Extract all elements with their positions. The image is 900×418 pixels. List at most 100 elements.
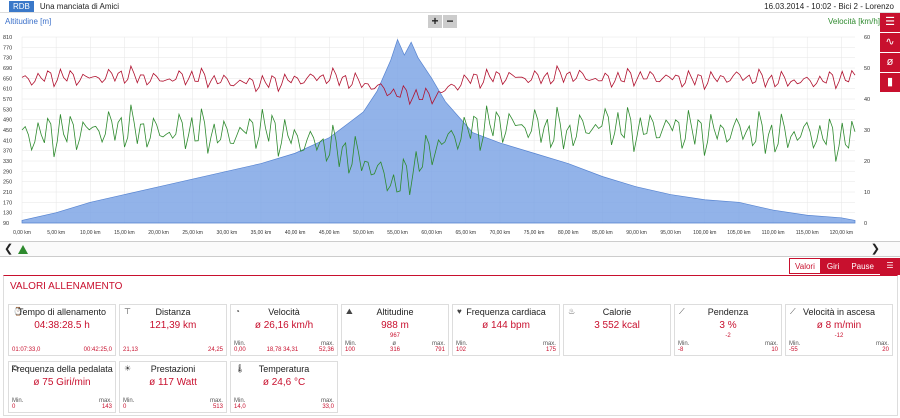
scroll-left-icon[interactable]: ❮ <box>4 243 14 255</box>
card-max-label: max. <box>875 341 889 347</box>
x-tick-label: 60,00 km <box>421 230 442 236</box>
y-left-tick-label: 690 <box>3 66 12 72</box>
x-tick-label: 5,00 km <box>47 230 65 236</box>
training-values-panel: VALORI ALLENAMENTO ⌚ Tempo di allenamento… <box>3 275 898 416</box>
y-right-tick-label: 20 <box>864 159 870 165</box>
no-symbol-icon[interactable]: ø <box>880 53 900 73</box>
calories-icon: ♨ <box>568 307 576 316</box>
card-value: ø 144 bpm <box>482 320 530 331</box>
scroll-right-icon[interactable]: ❯ <box>870 243 880 255</box>
y-left-tick-label: 290 <box>3 169 12 175</box>
card-sub-value: -12 <box>834 333 844 339</box>
y-left-tick-label: 410 <box>3 138 12 144</box>
y-left-tick-label: 170 <box>3 200 12 206</box>
x-tick-label: 75,00 km <box>524 230 545 236</box>
card-title: Altitudine <box>376 307 414 317</box>
tab-giri[interactable]: Giri <box>820 258 846 274</box>
card-max-value: 791 <box>434 347 445 353</box>
card-min-label: Min. <box>123 398 135 404</box>
card-max-value: 20 <box>882 347 889 353</box>
x-tick-label: 35,00 km <box>251 230 272 236</box>
heart-rate-line <box>21 64 856 106</box>
chart-side-toolbar: ☰ ∿ ø ▮ <box>880 13 900 93</box>
y-right-tick-label: 60 <box>864 35 870 41</box>
card-value: ø 8 m/min <box>816 320 862 331</box>
chart-range-scroller[interactable]: ❮ ❯ <box>0 241 900 257</box>
card-title: Frequenza della pedalata <box>11 364 113 374</box>
list-icon[interactable]: ☰ <box>880 13 900 33</box>
y-left-tick-label: 370 <box>3 149 12 155</box>
card-distance: ⊤ Distanza 121,39 km 21,13 24,25 <box>119 304 227 356</box>
workout-chart[interactable]: Altitudine [m] Velocità [km/h] + − 810 77… <box>0 13 880 241</box>
card-min-value: 0 <box>12 404 16 410</box>
x-tick-label: 0,00 km <box>13 230 31 236</box>
card-title: Prestazioni <box>150 364 196 374</box>
altitude-axis-label[interactable]: Altitudine [m] <box>5 17 52 26</box>
card-min-label: Min. <box>456 341 468 347</box>
card-max-value: 33,0 <box>322 404 334 410</box>
y-left-tick-label: 130 <box>3 211 12 217</box>
y-left-tick-label: 330 <box>3 159 12 165</box>
card-title: Velocità in ascesa <box>802 307 876 317</box>
zoom-out-button[interactable]: − <box>443 15 457 28</box>
card-min-value: -8 <box>678 347 684 353</box>
speed-axis-label[interactable]: Velocità [km/h] <box>827 17 880 26</box>
card-max-value: 10 <box>771 347 778 353</box>
y-right-tick-label: 40 <box>864 97 870 103</box>
card-speed: ◔ Velocità ø 26,16 km/h Min. max. 0,00 18,78 3… <box>230 304 338 356</box>
top-bar: RDB Una manciata di Amici 16.03.2014 - 1… <box>0 0 900 13</box>
bar-chart-icon[interactable]: ▮ <box>880 73 900 93</box>
y-left-tick-label: 770 <box>3 45 12 51</box>
list-view-icon[interactable]: ☰ <box>880 258 900 275</box>
power-icon: ☀ <box>124 364 132 373</box>
y-left-tick-label: 570 <box>3 97 12 103</box>
card-max-value: 513 <box>212 404 223 410</box>
x-tick-label: 95,00 km <box>660 230 681 236</box>
card-max-value: 143 <box>101 404 112 410</box>
card-value: 988 m <box>381 320 409 331</box>
card-title: Frequenza cardiaca <box>466 307 546 317</box>
card-mid-value: 316 <box>389 347 400 353</box>
y-left-tick-label: 490 <box>3 118 12 124</box>
tab-pause[interactable]: Pause <box>845 258 880 274</box>
value-tabs: Valori Giri Pause <box>789 258 880 274</box>
card-cadence: ⟳ Frequenza della pedalata ø 75 Giri/min Mi… <box>8 361 116 413</box>
x-tick-label: 70,00 km <box>490 230 511 236</box>
card-max-label: max. <box>98 398 112 404</box>
zoom-in-button[interactable]: + <box>428 15 442 28</box>
card-min-label: Min. <box>678 341 690 347</box>
distance-icon: ⊤ <box>124 307 131 316</box>
x-tick-label: 30,00 km <box>217 230 238 236</box>
y-left-tick-label: 530 <box>3 107 12 113</box>
card-title: Temperatura <box>258 364 310 374</box>
card-calories: ♨ Calorie 3 552 kcal <box>563 304 671 356</box>
card-value: ø 26,16 km/h <box>254 320 314 331</box>
card-value: ø 75 Giri/min <box>33 377 91 388</box>
card-title: Tempo di allenamento <box>17 307 107 317</box>
card-sub-value: 967 <box>389 333 400 339</box>
card-sub-value: -2 <box>725 333 731 339</box>
card-max-label: max. <box>764 341 778 347</box>
card-min-label: Min. <box>234 398 246 404</box>
card-climb-speed: ⟋ Velocità in ascesa ø 8 m/min -12 Min. max. -… <box>785 304 893 356</box>
card-slope: ⟋ Pendenza 3 % -2 Min. max. -8 10 <box>674 304 782 356</box>
card-training-time: ⌚ Tempo di allenamento 04:38:28.5 h 01:07:3… <box>8 304 116 356</box>
tab-valori[interactable]: Valori <box>789 258 821 274</box>
card-value: 3 % <box>719 320 737 331</box>
y-right-tick-label: 50 <box>864 66 870 72</box>
card-min-value: 102 <box>456 347 467 353</box>
y-left-tick-label: 450 <box>3 128 12 134</box>
altitude-area <box>21 38 856 224</box>
speed-icon: ◔ <box>235 307 240 316</box>
line-chart-icon[interactable]: ∿ <box>880 33 900 53</box>
card-min-label: Min. <box>789 341 801 347</box>
y-left-tick-label: 250 <box>3 180 12 186</box>
x-tick-label: 120,00 km <box>830 230 853 236</box>
y-right-tick-label: 0 <box>864 221 867 227</box>
x-tick-label: 40,00 km <box>285 230 306 236</box>
range-handle-icon[interactable] <box>18 245 28 254</box>
card-min-label: Min. <box>234 341 246 347</box>
y-right-tick-label: 30 <box>864 128 870 134</box>
card-min-label: Min. <box>12 398 24 404</box>
card-mid-value: 18,78 34,31 <box>266 347 299 353</box>
